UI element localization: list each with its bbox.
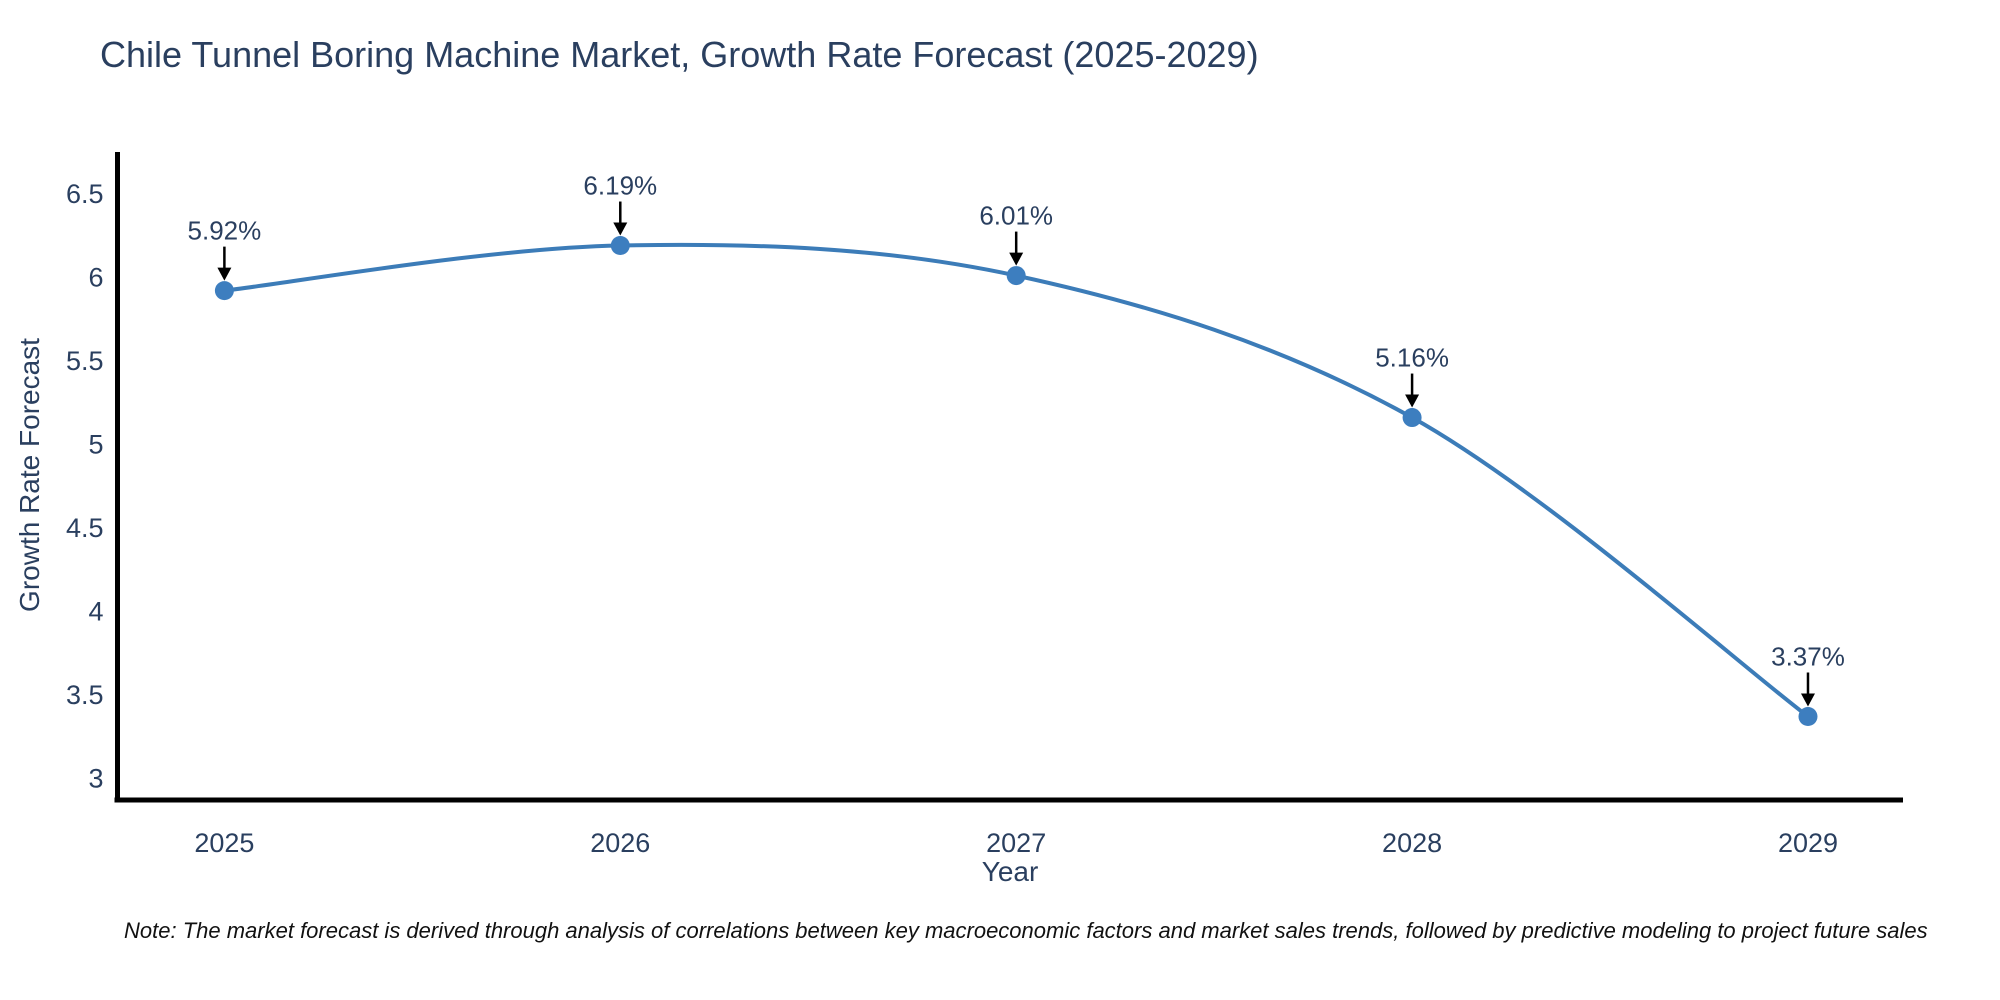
annotation-arrowhead bbox=[1405, 394, 1420, 408]
annotation-label: 5.92% bbox=[188, 216, 262, 246]
y-tick-label: 5 bbox=[88, 429, 103, 459]
annotation-label: 6.01% bbox=[979, 201, 1053, 231]
data-point-marker bbox=[1798, 706, 1818, 726]
y-tick-label: 3 bbox=[88, 763, 103, 793]
x-axis-title: Year bbox=[981, 856, 1039, 887]
y-tick-label: 4 bbox=[88, 596, 103, 626]
y-tick-label: 5.5 bbox=[66, 346, 104, 376]
data-point-marker bbox=[1006, 266, 1026, 286]
annotation-label: 5.16% bbox=[1375, 343, 1449, 373]
chart-note: Note: The market forecast is derived thr… bbox=[124, 918, 1928, 943]
data-point-marker bbox=[1402, 408, 1422, 428]
chart-title: Chile Tunnel Boring Machine Market, Grow… bbox=[100, 34, 1259, 75]
annotation-arrowhead bbox=[613, 222, 628, 236]
x-tick-label: 2025 bbox=[194, 828, 254, 858]
y-tick-label: 6.5 bbox=[66, 179, 104, 209]
y-tick-label: 3.5 bbox=[66, 680, 104, 710]
annotation-arrowhead bbox=[1009, 252, 1024, 266]
annotation-label: 6.19% bbox=[583, 171, 657, 201]
series-line bbox=[224, 242, 1810, 719]
annotation-label: 3.37% bbox=[1771, 641, 1845, 671]
data-point-marker bbox=[214, 281, 234, 301]
annotation-arrowhead bbox=[217, 267, 232, 281]
y-tick-label: 6 bbox=[88, 262, 103, 292]
x-tick-label: 2027 bbox=[986, 828, 1046, 858]
y-axis-title: Growth Rate Forecast bbox=[14, 338, 45, 612]
annotation-arrowhead bbox=[1800, 693, 1815, 707]
y-tick-label: 4.5 bbox=[66, 513, 104, 543]
data-point-marker bbox=[610, 236, 630, 256]
x-tick-label: 2028 bbox=[1382, 828, 1442, 858]
x-tick-label: 2029 bbox=[1778, 828, 1838, 858]
x-tick-label: 2026 bbox=[590, 828, 650, 858]
